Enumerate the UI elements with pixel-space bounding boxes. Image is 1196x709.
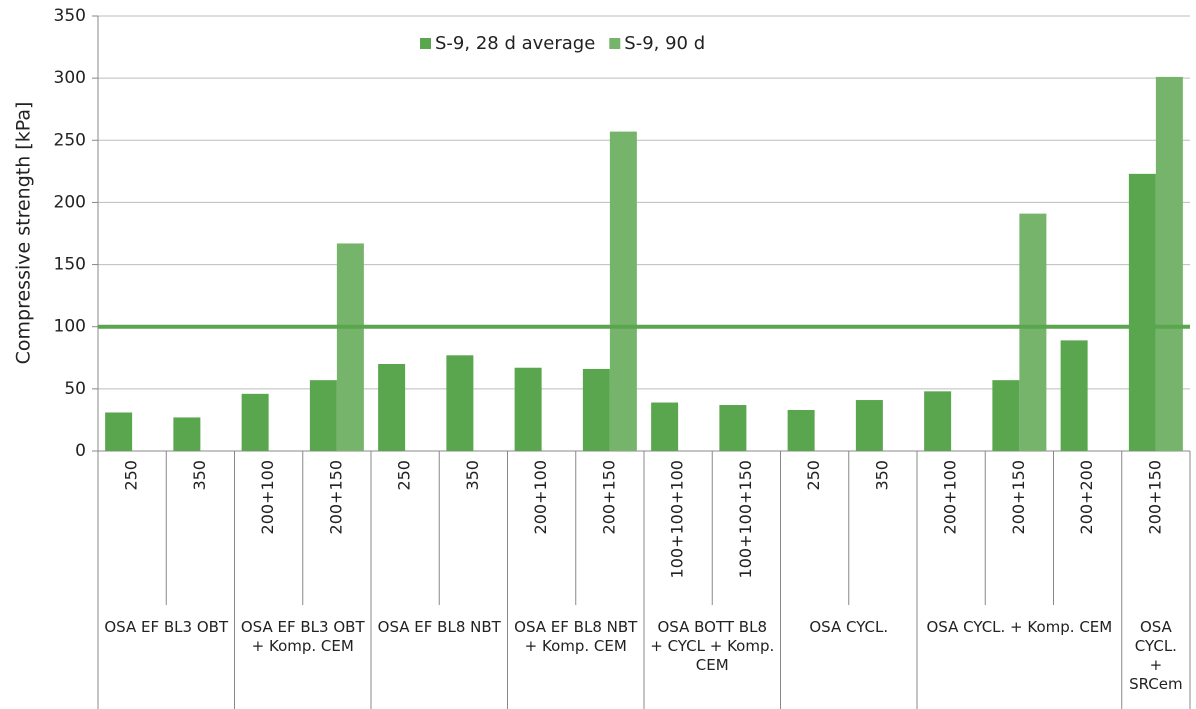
- y-tick-label: 300: [54, 68, 86, 88]
- bar: [1060, 340, 1088, 451]
- bar: [992, 380, 1020, 451]
- bar: [651, 402, 679, 451]
- x-tick-label: 200+150: [599, 460, 618, 534]
- y-tick-label: 150: [54, 255, 86, 275]
- bar: [514, 367, 542, 451]
- bar: [924, 391, 952, 451]
- bar: [378, 364, 406, 451]
- x-tick-label: 350: [463, 460, 482, 491]
- x-tick-label: 350: [190, 460, 209, 491]
- legend-label: S-9, 90 d: [624, 33, 705, 54]
- bar: [582, 368, 610, 451]
- bar: [241, 393, 269, 451]
- bar: [855, 400, 883, 451]
- group-label: OSA EF BL3 OBT: [104, 618, 229, 636]
- x-tick-label: 350: [872, 460, 891, 491]
- x-tick-label: 200+150: [326, 460, 345, 534]
- bar: [719, 405, 747, 451]
- y-tick-label: 0: [75, 441, 86, 461]
- group-label: OSA CYCL. + SRCem: [1129, 618, 1183, 693]
- x-tick-label: 100+100+100: [668, 460, 687, 578]
- x-tick-label: 100+100+150: [736, 460, 755, 578]
- x-tick-label: 200+100: [941, 460, 960, 534]
- bar: [1019, 213, 1047, 451]
- x-tick-label: 250: [395, 460, 414, 491]
- x-tick-label: 200+150: [1009, 460, 1028, 534]
- x-tick-label: 200+150: [1145, 460, 1164, 534]
- group-label: OSA EF BL3 OBT + Komp. CEM: [240, 618, 365, 655]
- bar: [309, 380, 337, 451]
- x-tick-label: 250: [122, 460, 141, 491]
- bar: [446, 355, 474, 451]
- group-label: OSA EF BL8 NBT + Komp. CEM: [514, 618, 638, 655]
- x-tick-label: 200+200: [1077, 460, 1096, 534]
- bar: [609, 131, 637, 452]
- group-label: OSA BOTT BL8 + CYCL + Komp. CEM: [650, 618, 775, 674]
- bar: [336, 243, 364, 451]
- y-axis-title: Compressive strength [kPa]: [13, 102, 35, 365]
- bar: [1128, 173, 1156, 452]
- legend-swatch: [609, 38, 621, 49]
- group-label: OSA CYCL.: [809, 618, 889, 636]
- x-tick-label: 250: [804, 460, 823, 491]
- group-label: OSA CYCL. + Komp. CEM: [926, 618, 1113, 636]
- bar: [105, 412, 133, 451]
- y-tick-label: 200: [54, 192, 86, 212]
- y-tick-label: 100: [54, 317, 86, 337]
- x-tick-label: 200+100: [531, 460, 550, 534]
- group-label: OSA EF BL8 NBT: [377, 618, 501, 636]
- y-tick-label: 50: [64, 379, 86, 399]
- legend-swatch: [420, 38, 431, 49]
- y-tick-label: 350: [54, 6, 86, 26]
- legend-label: S-9, 28 d average: [435, 33, 595, 54]
- bar: [173, 417, 201, 451]
- bar: [787, 409, 815, 451]
- y-tick-label: 250: [54, 130, 86, 150]
- bar: [1155, 76, 1183, 452]
- x-tick-label: 200+100: [258, 460, 277, 534]
